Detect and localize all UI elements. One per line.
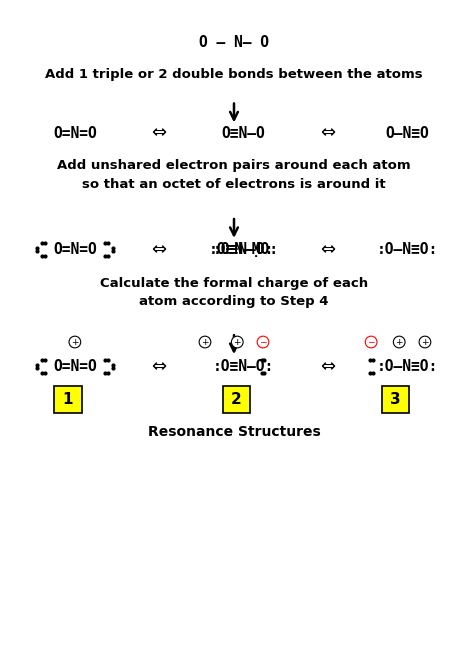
Text: −: − bbox=[259, 337, 267, 347]
Text: Add 1 triple or 2 double bonds between the atoms: Add 1 triple or 2 double bonds between t… bbox=[45, 68, 423, 81]
Text: −: − bbox=[367, 337, 375, 347]
Text: :O≡N—ṂO:: :O≡N—ṂO: bbox=[208, 242, 278, 258]
Text: ⇔: ⇔ bbox=[152, 358, 167, 376]
Text: ⇔: ⇔ bbox=[320, 124, 335, 142]
Text: 3: 3 bbox=[390, 391, 401, 407]
FancyBboxPatch shape bbox=[382, 386, 410, 413]
Text: 1: 1 bbox=[63, 391, 73, 407]
Text: +: + bbox=[395, 337, 403, 347]
Text: :O—N≡O:: :O—N≡O: bbox=[377, 242, 438, 258]
FancyBboxPatch shape bbox=[54, 386, 82, 413]
Text: O≡N—O: O≡N—O bbox=[221, 125, 265, 141]
Text: ⇔: ⇔ bbox=[152, 241, 167, 259]
Text: +: + bbox=[421, 337, 429, 347]
Text: O=N=O: O=N=O bbox=[53, 242, 97, 258]
Text: +: + bbox=[201, 337, 209, 347]
Text: so that an octet of electrons is around it: so that an octet of electrons is around … bbox=[82, 178, 386, 191]
Text: O=N=O: O=N=O bbox=[53, 125, 97, 141]
Text: Add unshared electron pairs around each atom: Add unshared electron pairs around each … bbox=[57, 159, 411, 172]
Text: Resonance Structures: Resonance Structures bbox=[147, 424, 321, 439]
Text: :O—N≡O:: :O—N≡O: bbox=[377, 359, 438, 374]
Text: +: + bbox=[71, 337, 79, 347]
Text: O—N≡O: O—N≡O bbox=[385, 125, 429, 141]
Text: +: + bbox=[234, 337, 241, 347]
Text: O — N— O: O — N— O bbox=[199, 34, 269, 50]
Text: 2: 2 bbox=[231, 391, 241, 407]
Text: ⇔: ⇔ bbox=[320, 358, 335, 376]
FancyBboxPatch shape bbox=[223, 386, 250, 413]
Text: :O≡N—O:: :O≡N—O: bbox=[213, 242, 274, 258]
Text: ⇔: ⇔ bbox=[320, 241, 335, 259]
Text: :O≡N—O:: :O≡N—O: bbox=[213, 359, 274, 374]
Text: ⇔: ⇔ bbox=[152, 124, 167, 142]
Text: atom according to Step 4: atom according to Step 4 bbox=[139, 295, 329, 308]
Text: O=N=O: O=N=O bbox=[53, 359, 97, 374]
Text: Calculate the formal charge of each: Calculate the formal charge of each bbox=[100, 277, 368, 290]
